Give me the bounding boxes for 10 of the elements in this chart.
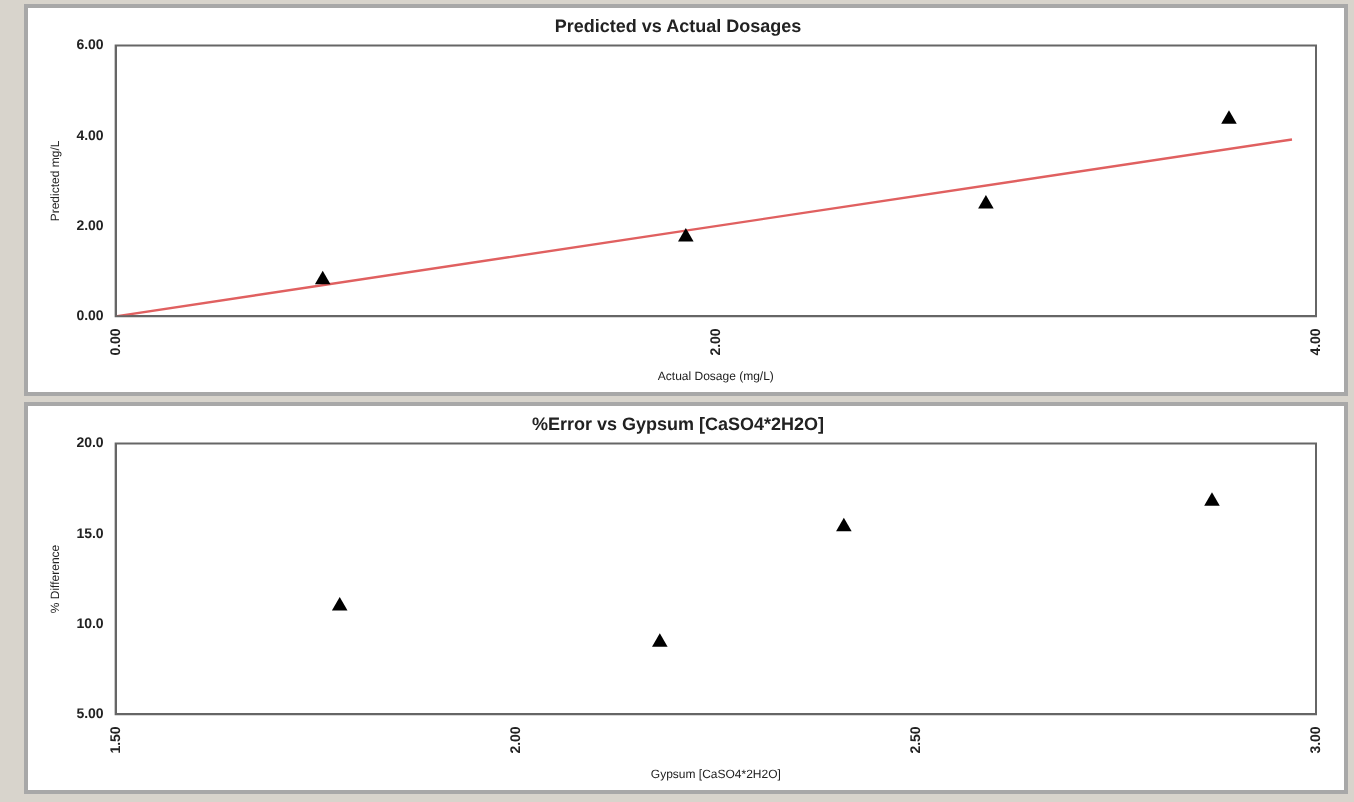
point [678,227,694,242]
point [836,517,852,532]
chart-title: Predicted vs Actual Dosages [554,15,802,36]
chart-title: %Error vs Gypsum [CaSO4*2H2O] [531,413,825,434]
point [1221,110,1237,124]
point [652,633,668,647]
point [978,194,994,209]
point [331,597,348,611]
point [1204,492,1220,506]
point [314,270,331,285]
